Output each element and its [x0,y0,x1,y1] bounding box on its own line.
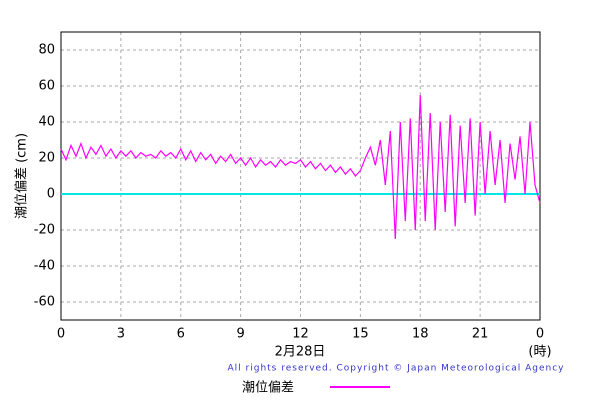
x-tick-label: 9 [236,327,244,342]
x-tick-label: 15 [352,327,369,342]
y-tick-label: 80 [38,43,55,58]
x-tick-label: 0 [536,327,544,342]
y-tick-label: -20 [34,223,55,238]
y-axis-label: 潮位偏差 (cm) [15,133,30,219]
y-tick-label: -40 [34,259,55,274]
y-tick-label: 0 [47,187,55,202]
y-tick-label: 20 [38,151,55,166]
y-tick-label: 60 [38,79,55,94]
copyright: All rights reserved. Copyright © Japan M… [228,364,565,374]
x-axis-label: 2月28日 [275,345,326,360]
x-tick-label: 12 [292,327,309,342]
x-tick-label: 21 [472,327,489,342]
x-tick-label: 3 [117,327,125,342]
x-tick-label: 18 [412,327,429,342]
x-unit: (時) [528,345,551,360]
plot-border [60,31,541,321]
x-tick-label: 6 [177,327,185,342]
y-tick-label: -60 [34,295,55,310]
data-line [60,94,541,240]
x-tick-label: 0 [57,327,65,342]
legend-label: 潮位偏差 [242,381,294,396]
y-tick-label: 40 [38,115,55,130]
